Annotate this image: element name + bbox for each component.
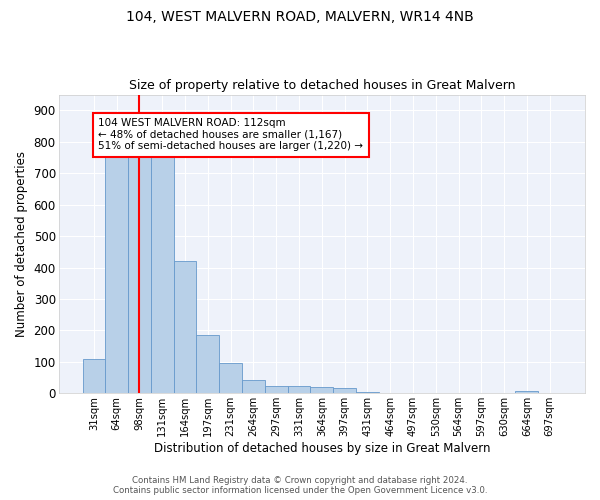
Bar [287, 386, 310, 394]
Bar [333, 388, 356, 394]
Bar [356, 392, 379, 394]
Title: Size of property relative to detached houses in Great Malvern: Size of property relative to detached ho… [128, 79, 515, 92]
Bar [105, 158, 128, 394]
Bar [219, 364, 242, 394]
Y-axis label: Number of detached properties: Number of detached properties [15, 151, 28, 337]
Text: 104 WEST MALVERN ROAD: 112sqm
← 48% of detached houses are smaller (1,167)
51% o: 104 WEST MALVERN ROAD: 112sqm ← 48% of d… [98, 118, 364, 152]
Text: Contains HM Land Registry data © Crown copyright and database right 2024.
Contai: Contains HM Land Registry data © Crown c… [113, 476, 487, 495]
Bar [83, 358, 105, 394]
Bar [196, 335, 219, 394]
Bar [379, 392, 401, 394]
X-axis label: Distribution of detached houses by size in Great Malvern: Distribution of detached houses by size … [154, 442, 490, 455]
Bar [151, 158, 173, 394]
Bar [173, 261, 196, 394]
Bar [128, 158, 151, 394]
Bar [310, 387, 333, 394]
Bar [265, 386, 287, 394]
Bar [242, 380, 265, 394]
Text: 104, WEST MALVERN ROAD, MALVERN, WR14 4NB: 104, WEST MALVERN ROAD, MALVERN, WR14 4N… [126, 10, 474, 24]
Bar [515, 391, 538, 394]
Bar [401, 392, 424, 394]
